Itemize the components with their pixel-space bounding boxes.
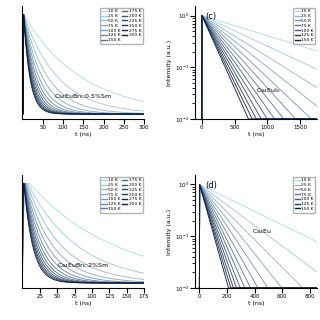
- X-axis label: t (ns): t (ns): [75, 300, 92, 306]
- Legend: 10 K, 25 K, 50 K, 75 K, 100 K, 125 K, 150 K: 10 K, 25 K, 50 K, 75 K, 100 K, 125 K, 15…: [293, 8, 316, 44]
- Legend: 10 K, 25 K, 50 K, 75 K, 100 K, 125 K, 150 K: 10 K, 25 K, 50 K, 75 K, 100 K, 125 K, 15…: [293, 177, 316, 212]
- X-axis label: t (ns): t (ns): [75, 132, 92, 137]
- X-axis label: t (ns): t (ns): [248, 300, 264, 306]
- Text: Cs$_4$Eu: Cs$_4$Eu: [252, 227, 272, 236]
- Text: Cs$_4$EuI$_6$: Cs$_4$EuI$_6$: [256, 86, 281, 95]
- Text: Cs$_4$EuBr$_6$:0.5%Sm: Cs$_4$EuBr$_6$:0.5%Sm: [54, 92, 112, 101]
- X-axis label: t (ns): t (ns): [248, 132, 264, 137]
- Legend: 10 K, 25 K, 50 K, 75 K, 100 K, 125 K, 150 K, 175 K, 200 K, 225 K, 250 K, 275 K, : 10 K, 25 K, 50 K, 75 K, 100 K, 125 K, 15…: [100, 8, 143, 44]
- Text: (d): (d): [205, 181, 217, 190]
- Y-axis label: Intensity (a.u.): Intensity (a.u.): [167, 209, 172, 255]
- Legend: 10 K, 25 K, 50 K, 75 K, 100 K, 125 K, 150 K, 175 K, 200 K, 225 K, 250 K, 275 K, : 10 K, 25 K, 50 K, 75 K, 100 K, 125 K, 15…: [100, 177, 143, 212]
- Text: (c): (c): [205, 12, 216, 21]
- Y-axis label: Intensity (a.u.): Intensity (a.u.): [167, 40, 172, 86]
- Text: Cs$_4$EuBr$_6$:2%Sm: Cs$_4$EuBr$_6$:2%Sm: [57, 261, 109, 270]
